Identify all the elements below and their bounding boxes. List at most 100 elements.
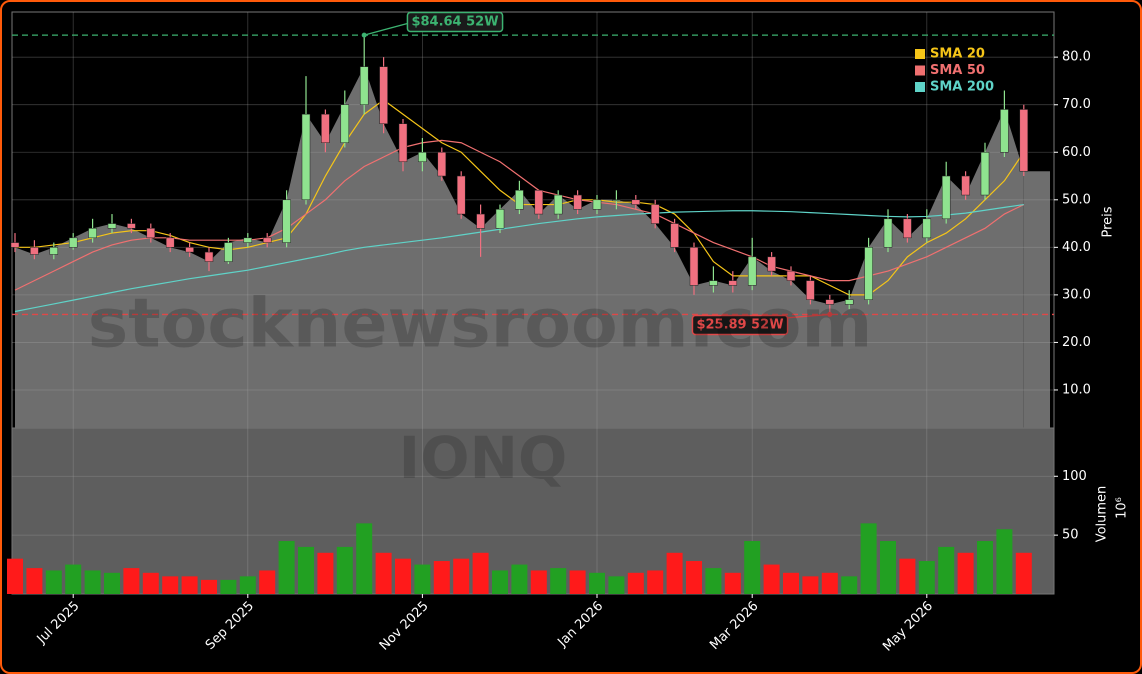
candle-body — [88, 228, 97, 239]
y-axis-label: Preis — [1101, 206, 1116, 237]
candle-body — [68, 237, 78, 248]
x-tick-label: May 2026 — [880, 599, 936, 655]
y-tick-label: 80.0 — [1062, 50, 1091, 65]
candle-body — [10, 242, 20, 248]
volume-bar — [802, 576, 819, 594]
volume-bar — [724, 572, 741, 594]
legend-label: SMA 50 — [930, 63, 985, 78]
candle-body — [786, 270, 796, 281]
candle-body — [1019, 109, 1029, 172]
volume-bar — [996, 529, 1013, 594]
candle-body — [864, 247, 873, 300]
candle-body — [262, 237, 272, 243]
volume-bar — [162, 576, 179, 594]
candle-body — [476, 213, 485, 229]
candle-body — [534, 190, 544, 215]
sma-line — [14, 139, 1025, 291]
volume-bar — [938, 546, 955, 594]
volume-bar — [957, 552, 974, 594]
candle-body — [767, 256, 776, 272]
candle-body — [844, 299, 854, 305]
candle-body — [670, 223, 679, 248]
x-tick-label: Jan 2026 — [554, 599, 606, 651]
candle-body — [165, 237, 175, 248]
candle-body — [573, 194, 582, 210]
volume-bar — [705, 568, 722, 594]
candle-body — [709, 280, 718, 286]
annotation-label: $84.64 52W — [411, 15, 498, 30]
x-tick-label: Nov 2025 — [377, 599, 432, 654]
y-tick-label: 60.0 — [1062, 145, 1091, 160]
candle-body — [689, 247, 699, 286]
candle-body — [398, 123, 408, 163]
candle-body — [922, 218, 932, 239]
volume-bar — [783, 572, 799, 594]
volume-bar — [472, 552, 489, 594]
volume-bar — [84, 570, 101, 594]
volume-bar — [589, 572, 605, 594]
candle-body — [146, 228, 156, 239]
legend-swatch — [915, 65, 925, 76]
legend-swatch — [915, 82, 925, 92]
annotation-box — [406, 11, 504, 33]
volume-bar — [220, 579, 237, 594]
close-area — [15, 66, 1024, 428]
volume-bar — [453, 558, 470, 594]
legend-swatch — [915, 49, 925, 59]
candle-body — [650, 204, 660, 224]
annotation-box — [691, 314, 789, 336]
candle-body — [437, 152, 447, 177]
symbol-watermark: IONQ — [399, 424, 568, 492]
y-tick-label: 10.0 — [1062, 382, 1091, 397]
annotation-arrowhead — [827, 311, 833, 317]
volume-bar — [65, 564, 82, 594]
volume-unit: 10⁶ — [1115, 497, 1130, 519]
volume-bar — [201, 579, 217, 594]
volume-bar — [821, 572, 838, 594]
candle-body — [941, 175, 951, 220]
y-tick-label: 50.0 — [1062, 192, 1091, 207]
volume-bar — [181, 576, 198, 594]
candle-body — [224, 242, 233, 262]
y-tick-label: 70.0 — [1062, 97, 1091, 112]
candle-body — [806, 280, 815, 300]
volume-bar — [239, 576, 256, 594]
volume-tick-label: 100 — [1062, 469, 1087, 484]
candle-body — [49, 247, 59, 255]
volume-bar — [977, 541, 993, 594]
volume-bar — [841, 576, 858, 594]
volume-bar — [336, 546, 353, 594]
candle-body — [903, 218, 912, 239]
volume-bar — [627, 572, 644, 594]
candle-body — [301, 113, 311, 201]
volume-bar — [744, 541, 761, 594]
candle-body — [515, 190, 524, 210]
annotation-arrow — [364, 21, 414, 36]
candle-body — [980, 152, 990, 196]
layers: 10.0 20.0 30.0 40.0 50.0 60.0 70.0 80.0 50 100 Jul… — [7, 11, 1091, 655]
sma-line — [14, 203, 1024, 313]
volume-bar — [666, 552, 683, 594]
candle-body — [30, 247, 39, 255]
y-tick-label: 20.0 — [1062, 335, 1091, 350]
volume-bar — [647, 570, 664, 594]
volume-bar — [918, 561, 935, 594]
volume-bar — [550, 568, 567, 594]
volume-bar — [1015, 552, 1032, 594]
watermark: stocknewsroom.com — [88, 285, 873, 364]
legend-label: SMA 200 — [930, 80, 994, 95]
volume-bar — [104, 572, 120, 594]
candle-body — [883, 218, 893, 248]
candle-body — [185, 247, 194, 253]
candle-body — [612, 199, 621, 202]
volume-bar — [686, 561, 702, 594]
candle-body — [243, 237, 253, 243]
volume-bar — [414, 564, 431, 594]
volume-bar — [123, 568, 140, 594]
candle-body — [1000, 109, 1009, 153]
volume-bar — [278, 541, 295, 594]
volume-bar — [395, 558, 411, 594]
volume-bar — [880, 541, 896, 594]
area-extension — [1023, 171, 1050, 429]
